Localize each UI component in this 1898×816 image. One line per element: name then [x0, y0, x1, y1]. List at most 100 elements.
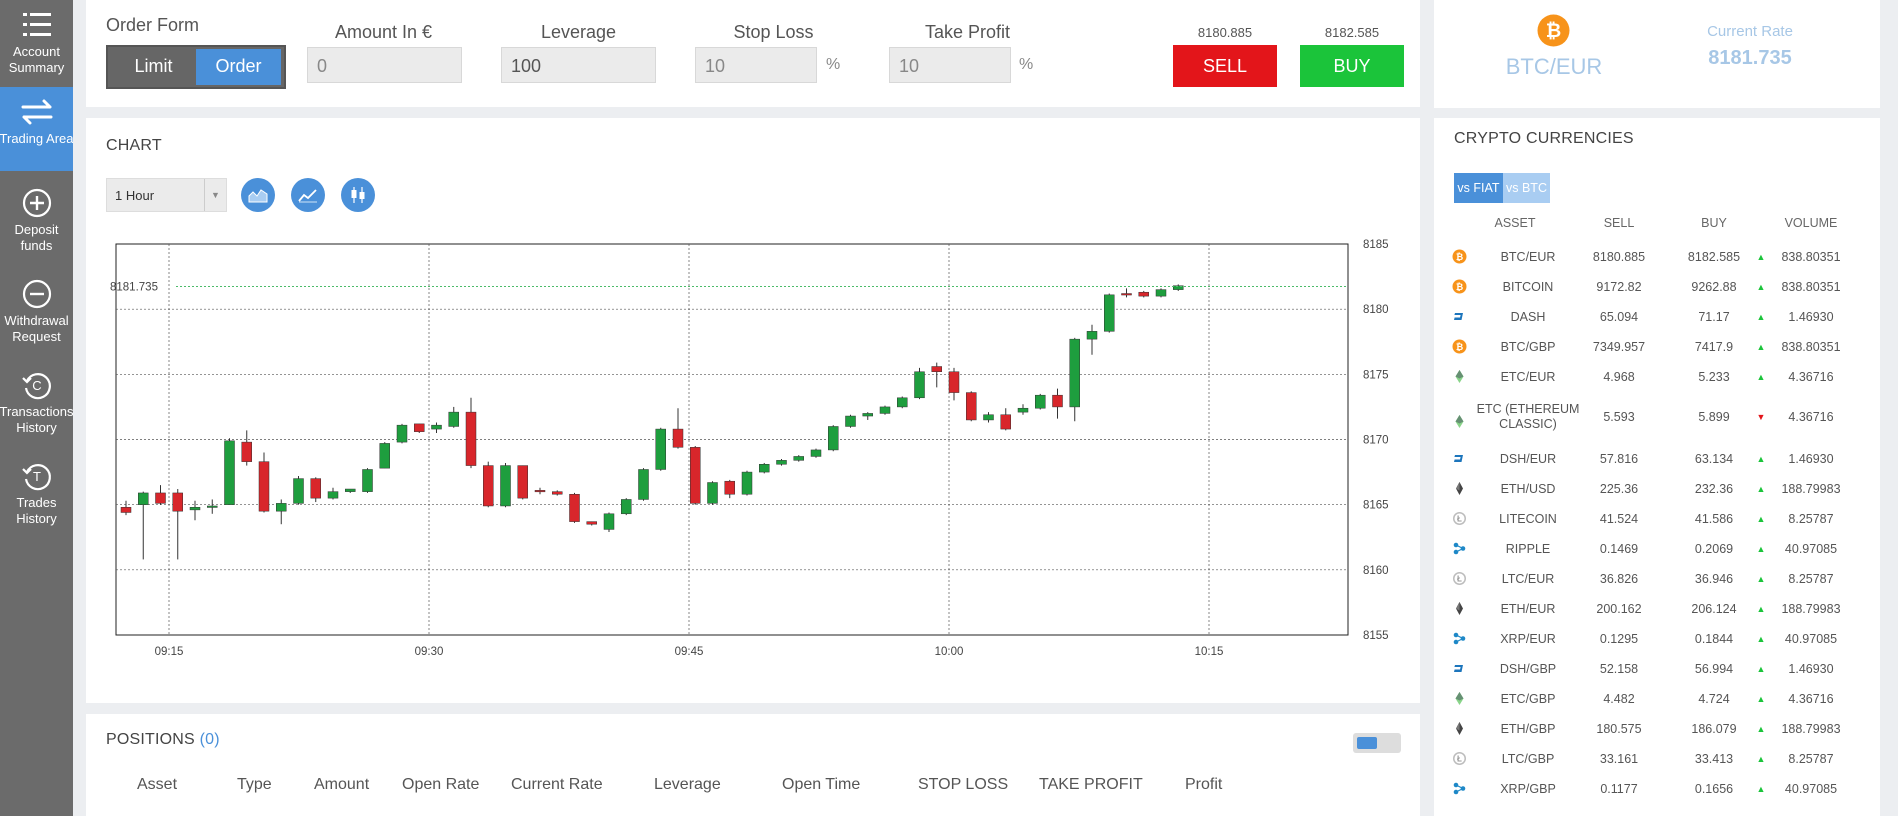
sell-value: 9172.82: [1596, 280, 1642, 294]
tab-vs-btc[interactable]: vs BTC: [1503, 173, 1550, 203]
candle-body: [241, 441, 252, 462]
dash-icon: [1452, 661, 1467, 676]
take-profit-input[interactable]: 10: [889, 47, 1011, 83]
amount-input[interactable]: 0: [307, 47, 462, 83]
trend-up-icon: ▲: [1756, 372, 1766, 382]
candlestick-chart[interactable]: 8185 8180 8175 8170 8165 8160 8155 09:15 09:30 09…: [106, 238, 1406, 678]
sell-value: 0.1177: [1600, 782, 1638, 796]
col-header-buy: BUY: [1701, 216, 1727, 230]
crypto-row[interactable]: Ł LTC/GBP 33.161 33.413 ▲ 8.25787: [1434, 744, 1874, 774]
line-chart-icon[interactable]: [291, 178, 325, 212]
sell-button[interactable]: SELL: [1173, 45, 1277, 87]
crypto-row[interactable]: RIPPLE 0.1469 0.2069 ▲ 40.97085: [1434, 534, 1874, 564]
asset-name-line1: DSH/EUR: [1499, 452, 1557, 466]
tab-order[interactable]: Order: [196, 49, 281, 85]
tab-limit[interactable]: Limit: [134, 56, 173, 76]
candle-body: [1155, 289, 1167, 297]
asset-name-line1: LTC/EUR: [1501, 572, 1555, 586]
trend-up-icon: ▲: [1756, 604, 1766, 614]
trend-up-icon: ▲: [1756, 484, 1766, 494]
svg-text:T: T: [33, 469, 41, 484]
rate-pair: BTC/EUR: [1505, 54, 1603, 79]
candle-body: [1138, 291, 1149, 297]
col-leverage: Leverage: [654, 776, 721, 793]
col-stop-loss: STOP LOSS: [918, 776, 1009, 793]
nav-trades-history[interactable]: T Trades History: [0, 451, 73, 535]
nav-deposit-funds[interactable]: Deposit funds: [0, 178, 73, 262]
crypto-row[interactable]: XRP/GBP 0.1177 0.1656 ▲ 40.97085: [1434, 774, 1874, 804]
buy-value: 56.994: [1694, 662, 1734, 676]
volume-value: 838.80351: [1781, 340, 1841, 354]
candle-body: [327, 491, 339, 499]
positions-title-text: POSITIONS: [106, 731, 195, 748]
candle-body: [362, 469, 373, 492]
positions-toggle[interactable]: [1353, 733, 1401, 753]
interval-select[interactable]: 1 Hour ▼: [106, 178, 227, 212]
crypto-row[interactable]: ETH/GBP 180.575 186.079 ▲ 188.79983: [1434, 714, 1874, 744]
ripple-icon: [1452, 541, 1467, 556]
candle-body: [500, 465, 511, 507]
volume-value: 8.25787: [1788, 512, 1834, 526]
nav-transactions-history[interactable]: C Transactions History: [0, 360, 73, 444]
ripple-icon: [1452, 631, 1467, 646]
crypto-row[interactable]: Ł LITECOIN 41.524 41.586 ▲ 8.25787: [1434, 504, 1874, 534]
crypto-row[interactable]: DSH/EUR 57.816 63.134 ▲ 1.46930: [1434, 444, 1874, 474]
crypto-row[interactable]: ₿ BTC/EUR 8180.885 8182.585 ▲ 838.80351: [1434, 242, 1874, 272]
asset-name-line1: ETH/GBP: [1500, 722, 1556, 736]
nav-withdrawal-request[interactable]: Withdrawal Request: [0, 269, 73, 353]
minus-circle-icon: [22, 279, 51, 309]
area-chart-icon[interactable]: [241, 178, 275, 212]
stop-loss-input[interactable]: 10: [695, 47, 817, 83]
candle-body: [655, 428, 666, 470]
trend-up-icon: ▲: [1756, 342, 1766, 352]
bitcoin-icon: ₿: [1452, 339, 1467, 354]
nav-account-summary[interactable]: Account Summary: [0, 0, 73, 87]
candle-body: [879, 406, 891, 414]
candle-body: [431, 424, 442, 430]
crypto-row[interactable]: ETC/EUR 4.968 5.233 ▲ 4.36716: [1434, 362, 1874, 392]
candle-body: [1104, 294, 1115, 332]
take-profit-percent: %: [1019, 56, 1034, 73]
asset-name-line1: ETC/EUR: [1500, 370, 1556, 384]
trend-up-icon: ▲: [1756, 454, 1766, 464]
asset-name-line1: XRP/EUR: [1500, 632, 1556, 646]
candle-body: [1121, 293, 1132, 296]
stop-loss-label: Stop Loss: [733, 22, 814, 42]
crypto-row[interactable]: XRP/EUR 0.1295 0.1844 ▲ 40.97085: [1434, 624, 1874, 654]
asset-name: BTC/EUR: [1470, 242, 1586, 272]
crypto-row[interactable]: ETC (ETHEREUM CLASSIC) 5.593 5.899 ▼ 4.36716: [1434, 402, 1874, 432]
candlestick-icon[interactable]: [341, 178, 375, 212]
crypto-row[interactable]: ₿ BTC/GBP 7349.957 7417.9 ▲ 838.80351: [1434, 332, 1874, 362]
crypto-row[interactable]: Ł LTC/EUR 36.826 36.946 ▲ 8.25787: [1434, 564, 1874, 594]
asset-name: RIPPLE: [1470, 534, 1586, 564]
buy-button[interactable]: BUY: [1300, 45, 1404, 87]
crypto-row[interactable]: ETC/GBP 4.482 4.724 ▲ 4.36716: [1434, 684, 1874, 714]
y-tick-label: 8175: [1363, 369, 1389, 381]
x-tick-label: 10:00: [935, 646, 964, 658]
positions-count: (0): [199, 731, 220, 748]
candle-body: [1017, 407, 1029, 413]
crypto-row[interactable]: ETH/USD 225.36 232.36 ▲ 188.79983: [1434, 474, 1874, 504]
sell-value: 5.593: [1603, 410, 1635, 424]
ethereum-icon: [1452, 601, 1467, 616]
trend-up-icon: ▲: [1756, 784, 1766, 794]
svg-text:Ł: Ł: [1457, 755, 1462, 764]
candle-body: [983, 414, 994, 421]
trend-up-icon: ▲: [1756, 694, 1766, 704]
positions-title: POSITIONS (0): [106, 731, 220, 749]
volume-value: 40.97085: [1784, 782, 1838, 796]
sell-value: 52.158: [1599, 662, 1639, 676]
buy-value: 0.1656: [1694, 782, 1734, 796]
tab-vs-fiat[interactable]: vs FIAT: [1454, 173, 1503, 203]
crypto-row[interactable]: ETH/EUR 200.162 206.124 ▲ 188.79983: [1434, 594, 1874, 624]
trend-up-icon: ▲: [1756, 312, 1766, 322]
crypto-row[interactable]: ₿ BITCOIN 9172.82 9262.88 ▲ 838.80351: [1434, 272, 1874, 302]
leverage-input[interactable]: 100: [501, 47, 656, 83]
crypto-row[interactable]: DASH 65.094 71.17 ▲ 1.46930: [1434, 302, 1874, 332]
volume-value: 1.46930: [1788, 310, 1834, 324]
swap-arrows-icon: [21, 99, 52, 125]
nav-trading-area[interactable]: Trading Area: [0, 87, 73, 171]
col-asset: Asset: [137, 776, 178, 793]
crypto-row[interactable]: DSH/GBP 52.158 56.994 ▲ 1.46930: [1434, 654, 1874, 684]
candle-body: [1173, 285, 1184, 290]
